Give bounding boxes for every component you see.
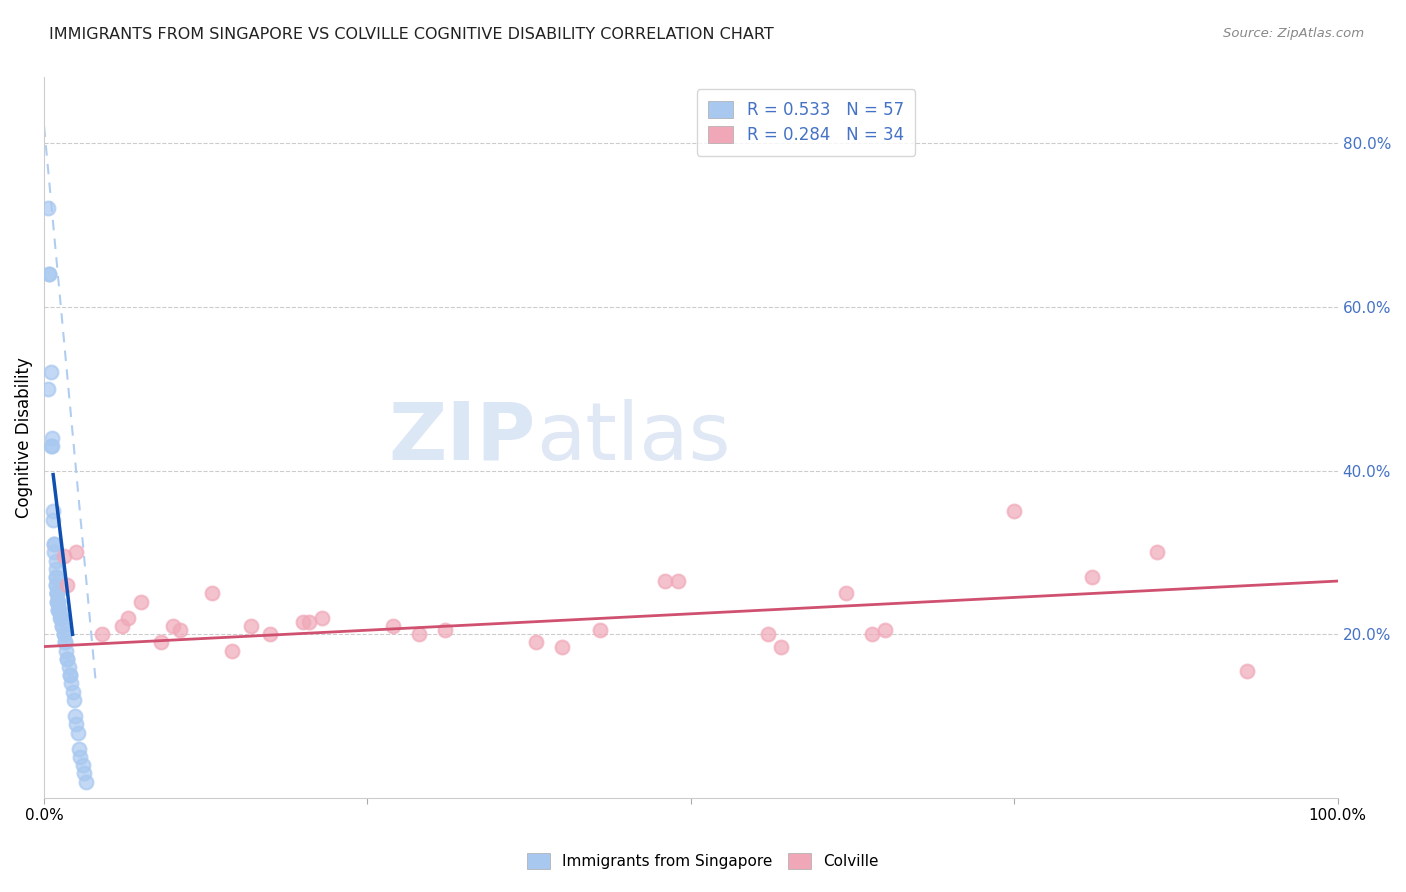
Point bbox=[37, 202, 59, 216]
Point bbox=[45, 578, 67, 592]
Point bbox=[111, 619, 134, 633]
Point bbox=[44, 537, 66, 551]
Point bbox=[46, 603, 69, 617]
Point bbox=[1236, 664, 1258, 678]
Point bbox=[38, 267, 60, 281]
Y-axis label: Cognitive Disability: Cognitive Disability bbox=[15, 358, 32, 518]
Point bbox=[69, 750, 91, 764]
Point bbox=[75, 774, 97, 789]
Point bbox=[46, 586, 69, 600]
Point bbox=[45, 570, 67, 584]
Point bbox=[201, 586, 224, 600]
Point bbox=[1081, 570, 1104, 584]
Point bbox=[129, 594, 152, 608]
Point bbox=[52, 627, 75, 641]
Point bbox=[382, 619, 405, 633]
Point bbox=[149, 635, 172, 649]
Point bbox=[860, 627, 883, 641]
Point bbox=[46, 586, 69, 600]
Point bbox=[240, 619, 263, 633]
Point bbox=[67, 742, 90, 756]
Point bbox=[873, 623, 896, 637]
Point bbox=[835, 586, 858, 600]
Point bbox=[162, 619, 184, 633]
Point bbox=[65, 545, 87, 559]
Point bbox=[550, 640, 572, 654]
Point bbox=[39, 439, 62, 453]
Text: Source: ZipAtlas.com: Source: ZipAtlas.com bbox=[1223, 27, 1364, 40]
Point bbox=[52, 627, 75, 641]
Point bbox=[38, 267, 60, 281]
Point bbox=[42, 513, 65, 527]
Point bbox=[259, 627, 281, 641]
Point bbox=[73, 766, 96, 780]
Point bbox=[37, 382, 59, 396]
Point bbox=[42, 504, 65, 518]
Point bbox=[63, 693, 86, 707]
Point bbox=[56, 652, 79, 666]
Point bbox=[91, 627, 114, 641]
Point bbox=[589, 623, 612, 637]
Text: atlas: atlas bbox=[536, 399, 730, 476]
Point bbox=[46, 586, 69, 600]
Point bbox=[66, 725, 89, 739]
Point bbox=[666, 574, 689, 588]
Point bbox=[59, 668, 82, 682]
Point bbox=[49, 611, 72, 625]
Point bbox=[1146, 545, 1168, 559]
Point bbox=[770, 640, 793, 654]
Point bbox=[46, 603, 69, 617]
Point bbox=[46, 586, 69, 600]
Point bbox=[53, 635, 76, 649]
Point bbox=[46, 594, 69, 608]
Point bbox=[49, 611, 72, 625]
Point bbox=[48, 611, 70, 625]
Point bbox=[311, 611, 333, 625]
Point bbox=[51, 619, 73, 633]
Point bbox=[53, 635, 76, 649]
Point bbox=[169, 623, 191, 637]
Legend: R = 0.533   N = 57, R = 0.284   N = 34: R = 0.533 N = 57, R = 0.284 N = 34 bbox=[696, 89, 915, 156]
Point bbox=[55, 643, 77, 657]
Point bbox=[60, 676, 83, 690]
Point bbox=[51, 619, 73, 633]
Legend: Immigrants from Singapore, Colville: Immigrants from Singapore, Colville bbox=[522, 847, 884, 875]
Text: ZIP: ZIP bbox=[388, 399, 536, 476]
Point bbox=[52, 549, 75, 564]
Text: IMMIGRANTS FROM SINGAPORE VS COLVILLE COGNITIVE DISABILITY CORRELATION CHART: IMMIGRANTS FROM SINGAPORE VS COLVILLE CO… bbox=[49, 27, 773, 42]
Point bbox=[56, 578, 79, 592]
Point bbox=[62, 684, 84, 698]
Point bbox=[65, 717, 87, 731]
Point bbox=[45, 578, 67, 592]
Point bbox=[46, 594, 69, 608]
Point bbox=[291, 615, 314, 629]
Point bbox=[758, 627, 780, 641]
Point bbox=[63, 709, 86, 723]
Point bbox=[41, 431, 63, 445]
Point bbox=[56, 652, 79, 666]
Point bbox=[434, 623, 457, 637]
Point bbox=[298, 615, 321, 629]
Point bbox=[45, 553, 67, 567]
Point bbox=[46, 594, 69, 608]
Point bbox=[39, 365, 62, 379]
Point bbox=[1002, 504, 1025, 518]
Point bbox=[654, 574, 676, 588]
Point bbox=[44, 537, 66, 551]
Point bbox=[72, 758, 94, 772]
Point bbox=[408, 627, 430, 641]
Point bbox=[45, 562, 67, 576]
Point bbox=[45, 570, 67, 584]
Point bbox=[59, 668, 82, 682]
Point bbox=[46, 594, 69, 608]
Point bbox=[48, 603, 70, 617]
Point bbox=[44, 545, 66, 559]
Point bbox=[117, 611, 139, 625]
Point bbox=[221, 643, 243, 657]
Point bbox=[524, 635, 547, 649]
Point bbox=[58, 660, 80, 674]
Point bbox=[49, 611, 72, 625]
Point bbox=[41, 439, 63, 453]
